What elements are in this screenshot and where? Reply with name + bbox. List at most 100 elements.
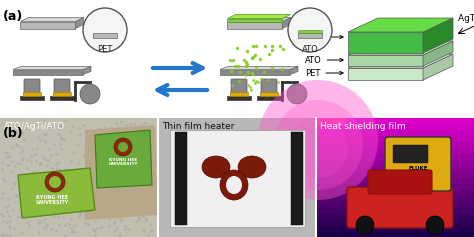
Bar — [316, 118, 346, 126]
Text: ATO/AgTi/ATO: ATO/AgTi/ATO — [4, 122, 65, 131]
Polygon shape — [348, 41, 453, 55]
Text: ATO: ATO — [305, 32, 343, 41]
Bar — [316, 196, 474, 203]
Circle shape — [288, 8, 332, 52]
Bar — [316, 148, 474, 155]
Polygon shape — [348, 32, 423, 53]
Text: KYUNG HEE
UNIVERSITY: KYUNG HEE UNIVERSITY — [36, 195, 69, 205]
Bar — [316, 208, 474, 215]
Bar — [93, 32, 117, 37]
Bar — [316, 142, 474, 149]
Bar — [316, 226, 474, 233]
Circle shape — [287, 84, 307, 104]
Circle shape — [80, 84, 100, 104]
Bar — [316, 232, 474, 237]
Bar — [230, 92, 248, 96]
Polygon shape — [18, 168, 95, 218]
Circle shape — [83, 8, 127, 52]
Polygon shape — [85, 125, 158, 220]
Polygon shape — [228, 18, 283, 22]
FancyBboxPatch shape — [54, 79, 70, 95]
Polygon shape — [228, 14, 291, 18]
Text: Heat shielding film: Heat shielding film — [320, 122, 406, 131]
Circle shape — [258, 80, 378, 200]
Bar — [20, 96, 44, 100]
FancyBboxPatch shape — [261, 79, 277, 95]
Text: KYUNG HEE
UNIVERSITY: KYUNG HEE UNIVERSITY — [108, 158, 138, 166]
Polygon shape — [20, 22, 75, 28]
Polygon shape — [348, 68, 423, 80]
Text: (a): (a) — [3, 10, 23, 23]
Circle shape — [426, 216, 444, 234]
FancyBboxPatch shape — [24, 79, 40, 95]
FancyBboxPatch shape — [347, 187, 453, 228]
Bar — [316, 124, 474, 131]
FancyBboxPatch shape — [368, 170, 432, 194]
Circle shape — [114, 138, 132, 156]
Circle shape — [118, 142, 128, 152]
Bar — [316, 166, 474, 173]
Polygon shape — [20, 18, 83, 22]
FancyBboxPatch shape — [385, 137, 451, 191]
Bar — [175, 132, 187, 225]
Text: ATO: ATO — [305, 55, 343, 64]
Bar — [316, 190, 474, 197]
Ellipse shape — [226, 176, 242, 194]
Polygon shape — [220, 67, 298, 69]
Bar — [260, 92, 278, 96]
Polygon shape — [423, 18, 453, 53]
Ellipse shape — [202, 156, 230, 178]
Polygon shape — [423, 41, 453, 66]
Polygon shape — [228, 22, 283, 28]
Bar — [316, 136, 474, 143]
Ellipse shape — [220, 170, 248, 200]
Polygon shape — [228, 18, 291, 22]
Polygon shape — [348, 18, 453, 32]
Polygon shape — [348, 54, 453, 68]
Bar — [298, 32, 322, 37]
Polygon shape — [290, 67, 298, 74]
Polygon shape — [13, 67, 91, 69]
Text: Thin film heater: Thin film heater — [162, 122, 234, 131]
Bar — [316, 214, 474, 221]
Text: FLUKE: FLUKE — [408, 165, 428, 170]
Bar — [316, 178, 474, 185]
Bar — [316, 118, 474, 125]
Bar — [316, 172, 474, 179]
Text: PET: PET — [97, 45, 113, 54]
Circle shape — [273, 100, 363, 190]
Text: PET: PET — [305, 68, 343, 77]
Polygon shape — [83, 67, 91, 74]
Polygon shape — [220, 69, 290, 74]
Bar — [158, 118, 316, 237]
Bar — [316, 184, 474, 191]
Text: ATO: ATO — [301, 45, 319, 54]
Polygon shape — [423, 54, 453, 80]
FancyBboxPatch shape — [231, 79, 247, 95]
Bar — [50, 96, 74, 100]
Bar — [316, 220, 474, 227]
Bar — [316, 160, 474, 167]
Polygon shape — [348, 55, 423, 66]
Circle shape — [288, 118, 348, 178]
Circle shape — [45, 172, 65, 192]
Bar — [53, 92, 71, 96]
Bar — [227, 96, 251, 100]
Bar — [291, 132, 303, 225]
Polygon shape — [13, 69, 83, 74]
Bar — [170, 130, 305, 227]
Bar — [298, 29, 322, 32]
Ellipse shape — [238, 156, 266, 178]
Bar — [0, 118, 158, 237]
Circle shape — [356, 216, 374, 234]
Polygon shape — [75, 18, 83, 28]
Bar — [393, 145, 428, 163]
Text: AgTi(Heat Shield): AgTi(Heat Shield) — [458, 14, 474, 23]
Polygon shape — [95, 130, 152, 188]
Bar — [257, 96, 281, 100]
Text: (b): (b) — [3, 127, 24, 140]
Bar — [316, 154, 474, 161]
Bar — [316, 130, 474, 137]
Circle shape — [49, 176, 61, 188]
Polygon shape — [283, 18, 291, 28]
